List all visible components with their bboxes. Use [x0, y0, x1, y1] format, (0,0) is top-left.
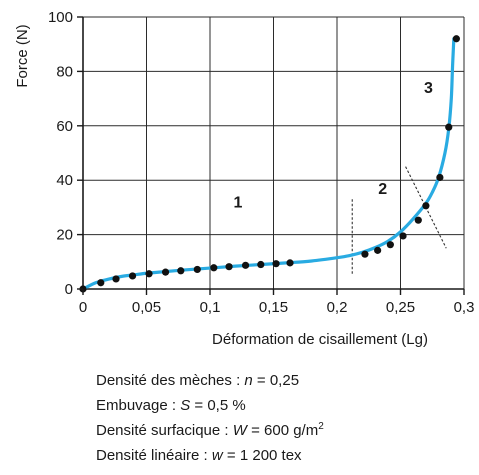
data-point: [161, 268, 170, 276]
chart-area: 0 20 40 60 80 100 0 0,05 0,1 0,15 0,2 0,25 0,3 1 2 3 F…: [14, 9, 474, 348]
y-tick-label: 0: [65, 281, 73, 298]
series: [79, 35, 460, 293]
parameter-var: W: [232, 422, 247, 439]
parameter-prefix: Densité surfacique :: [96, 422, 233, 439]
y-tick-label: 20: [56, 227, 73, 244]
x-tick-label: 0,25: [386, 299, 415, 316]
y-tick-label: 60: [56, 118, 73, 135]
parameter-var: n: [244, 372, 253, 389]
parameter-prefix: Embuvage :: [96, 397, 181, 414]
parameters-list: Densité des mèches : n = 0,25 Embuvage : …: [96, 368, 466, 468]
parameter-suffix: = 0,25: [252, 372, 300, 389]
parameter-suffix: = 1 200 tex: [222, 447, 302, 464]
region-labels: 1 2 3: [233, 80, 433, 211]
parameter-line: Densité des mèches : n = 0,25: [96, 368, 466, 393]
parameter-prefix: Densité des mèches :: [96, 372, 245, 389]
x-tick-label: 0: [79, 299, 87, 316]
data-point: [241, 261, 250, 269]
tick-labels: 0 20 40 60 80 100 0 0,05 0,1 0,15 0,2 0,25 0,3: [48, 9, 474, 316]
x-axis-label: Déformation de cisaillement (Lg): [212, 331, 428, 348]
region-label-2: 2: [378, 181, 387, 198]
parameter-var: S: [180, 397, 191, 414]
parameter-line: Embuvage : S = 0,5 %: [96, 393, 466, 418]
y-tick-label: 100: [48, 9, 73, 26]
data-point: [386, 241, 394, 249]
y-axis-label: Force (N): [14, 24, 31, 87]
data-point: [422, 202, 430, 210]
data-point: [97, 279, 105, 287]
y-tick-label: 80: [56, 63, 73, 80]
data-point: [128, 272, 137, 280]
data-point: [112, 275, 120, 283]
data-point: [452, 35, 460, 43]
data-point: [210, 264, 218, 272]
force-deformation-chart: 0 20 40 60 80 100 0 0,05 0,1 0,15 0,2 0,25 0,3 1 2 3 F…: [14, 9, 474, 348]
region-dividers: [351, 166, 447, 276]
parameter-suffix: = 600 g/m: [246, 422, 319, 439]
parameter-var: w: [211, 447, 223, 464]
x-tick-label: 0,15: [259, 299, 288, 316]
parameter-suffix: = 0,5 %: [190, 397, 246, 414]
parameter-prefix: Densité linéaire :: [96, 447, 212, 464]
region-label-3: 3: [424, 80, 433, 97]
data-point: [286, 259, 294, 267]
data-point: [193, 265, 201, 274]
data-point: [436, 173, 444, 182]
data-point: [225, 263, 233, 271]
x-tick-label: 0,2: [327, 299, 348, 316]
data-point: [272, 260, 280, 268]
parameter-sup: 2: [318, 421, 324, 432]
data-point: [445, 123, 453, 131]
x-tick-label: 0,3: [454, 299, 475, 316]
data-point: [257, 260, 265, 269]
series-curve: [81, 37, 456, 291]
parameter-line: Densité linéaire : w = 1 200 tex: [96, 443, 466, 468]
data-point: [361, 250, 369, 258]
y-tick-label: 40: [56, 172, 73, 189]
data-point: [374, 246, 382, 254]
parameter-line: Densité surfacique : W = 600 g/m2: [96, 418, 466, 443]
grid: [83, 16, 465, 289]
data-point: [145, 270, 153, 278]
data-point: [414, 216, 422, 224]
data-point: [177, 267, 185, 275]
region-label-1: 1: [233, 194, 242, 211]
x-tick-label: 0,1: [200, 299, 221, 316]
data-point: [399, 232, 407, 240]
x-tick-label: 0,05: [132, 299, 161, 316]
